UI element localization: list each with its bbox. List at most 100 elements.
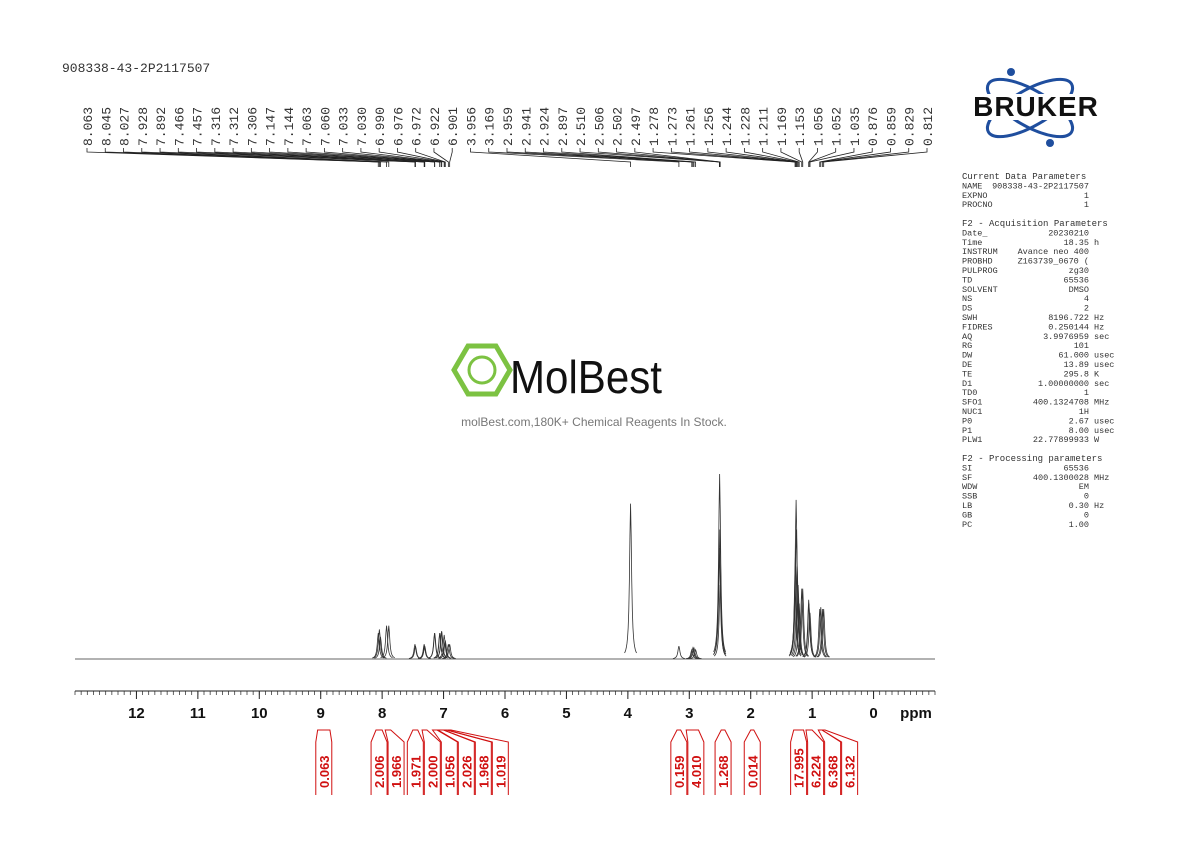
parameter-value: 13.89 [1063, 360, 1089, 370]
parameter-value: 2 [1084, 304, 1089, 314]
peak-connector [524, 148, 694, 167]
peak-connector [543, 148, 695, 167]
parameter-value: 1 [1084, 191, 1089, 201]
parameter-key: GB [962, 510, 972, 520]
parameter-unit: usec [1094, 416, 1114, 426]
watermark-name: MolBest [510, 351, 662, 403]
parameter-key: SWH [962, 313, 977, 323]
parameter-key: Time [962, 238, 982, 248]
peak-connector [378, 148, 445, 167]
peak [433, 633, 447, 659]
peak-connector [780, 148, 803, 167]
x-tick-label: 4 [624, 705, 633, 722]
parameter-value: 1.00000000 [1038, 379, 1089, 389]
peak-label: 8.027 [118, 107, 133, 146]
parameter-key: SF [962, 473, 972, 483]
integral-label: 1.971 [408, 755, 423, 788]
integral-bracket [443, 729, 492, 795]
peak-label: 2.506 [592, 107, 607, 146]
parameter-unit: usec [1094, 426, 1114, 436]
parameter-key: NAME [962, 181, 982, 191]
integral-bracket [421, 729, 441, 795]
integral-label: 1.019 [493, 755, 508, 788]
parameter-unit: sec [1094, 379, 1109, 389]
parameter-key: INSTRUM [962, 247, 998, 257]
parameter-value: 20230210 [1048, 228, 1089, 238]
peak-label: 0.859 [884, 107, 899, 146]
peak-connector [561, 148, 697, 167]
sample-name: 908338-43-2P2117507 [62, 61, 210, 76]
peak-connector [506, 148, 693, 167]
peak [792, 603, 806, 658]
peak-label: 0.812 [921, 107, 936, 146]
parameter-value: 101 [1074, 341, 1089, 351]
peak [624, 503, 637, 654]
parameter-key: PLW1 [962, 435, 982, 445]
peak-label: 7.147 [264, 107, 279, 146]
peak [816, 609, 829, 658]
parameter-unit: h [1094, 238, 1099, 248]
peak-connector [360, 148, 443, 167]
peak-label: 2.497 [629, 107, 644, 146]
integral-bracket [436, 729, 475, 795]
integral-label: 1.268 [716, 755, 731, 788]
parameter-value: 1 [1084, 388, 1089, 398]
parameter-value: 0.250144 [1048, 322, 1089, 332]
parameter-value: 3.9976959 [1043, 332, 1089, 342]
peak-connector [488, 148, 680, 167]
parameter-unit: Hz [1094, 501, 1104, 511]
peak [672, 645, 685, 659]
peak-connector [822, 148, 910, 167]
peak-label: 3.956 [464, 107, 479, 146]
peak [439, 640, 452, 659]
logo-orbit [985, 77, 1075, 139]
parameter-value: 1H [1079, 407, 1089, 417]
peak-connector [670, 148, 796, 167]
integral-bracket [817, 729, 842, 795]
parameter-value: 295.8 [1063, 369, 1089, 379]
peak [408, 644, 422, 659]
x-tick-label: 9 [317, 705, 325, 722]
parameter-key: PROBHD [962, 257, 993, 267]
peak-label: 8.063 [81, 107, 96, 146]
peak [373, 629, 386, 659]
parameter-unit: MHz [1094, 398, 1109, 408]
peak [713, 473, 727, 653]
integral-label: 0.014 [745, 755, 760, 788]
peak [442, 644, 455, 659]
parameter-value: 65536 [1063, 463, 1089, 473]
parameter-value: Z163739_0670 ( [1018, 257, 1089, 267]
peak-label: 7.060 [318, 107, 333, 146]
peak-label: 1.153 [793, 107, 808, 146]
peak-connector [470, 148, 631, 167]
parameter-unit: sec [1094, 332, 1109, 342]
logo-dot [1046, 139, 1054, 147]
peak-label: 6.901 [446, 107, 461, 146]
peak-connector [323, 148, 441, 167]
peak [790, 566, 804, 656]
peak-label: 7.063 [300, 107, 315, 146]
parameter-key: EXPNO [962, 191, 988, 201]
x-tick-label: 10 [251, 705, 268, 722]
peak-label: 1.211 [757, 107, 772, 146]
peak-connector [808, 148, 837, 167]
integral-bracket [805, 729, 825, 795]
x-tick-label: 12 [128, 705, 145, 722]
integral-label: 2.006 [372, 755, 387, 788]
x-tick-label: 5 [562, 705, 570, 722]
integral-bracket [447, 729, 509, 795]
peak-label: 7.457 [191, 107, 206, 146]
peak [713, 584, 727, 657]
parameter-value: zg30 [1069, 266, 1089, 276]
parameter-key: NS [962, 294, 972, 304]
integral-label: 6.132 [843, 755, 858, 788]
parameter-section-title: F2 - Acquisition Parameters [962, 219, 1108, 229]
parameter-value: 1.00 [1069, 520, 1089, 530]
integral-bracket [370, 729, 388, 795]
peak-label: 1.273 [665, 107, 680, 146]
peak-label: 1.244 [720, 107, 735, 146]
integral-label: 1.968 [476, 755, 491, 788]
parameter-key: P1 [962, 426, 972, 436]
